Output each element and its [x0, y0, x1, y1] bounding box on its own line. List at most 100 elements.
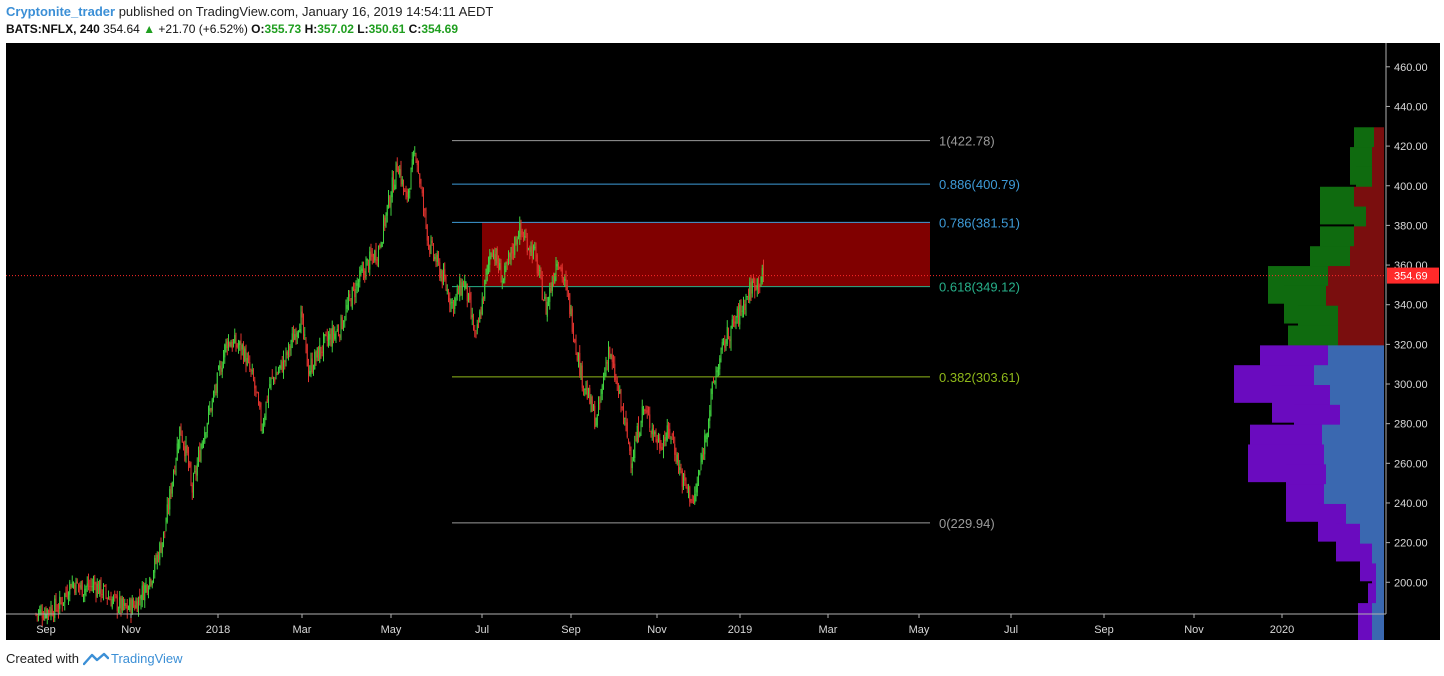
- candle-body: [68, 596, 69, 600]
- candle-body: [248, 357, 249, 361]
- candle-body: [244, 348, 246, 361]
- candle-body: [141, 585, 143, 600]
- candle-body: [343, 324, 344, 327]
- candle-body: [301, 311, 303, 318]
- candle-body: [109, 599, 111, 601]
- y-tick-label: 460.00: [1394, 62, 1428, 74]
- candle-body: [374, 250, 376, 261]
- candle-body: [48, 610, 49, 613]
- candle-body: [108, 597, 109, 599]
- candle-body: [60, 599, 62, 602]
- fib-level-label: 0(229.94): [939, 516, 995, 531]
- candle-body: [101, 593, 103, 596]
- candle-body: [519, 222, 521, 238]
- candle-body: [565, 276, 567, 285]
- triangle-up-icon: ▲: [143, 22, 156, 36]
- candle-body: [458, 288, 459, 295]
- candle-body: [481, 298, 483, 315]
- candle-body: [204, 431, 206, 443]
- chart-canvas[interactable]: 1(422.78) 0.886(400.79) 0.786(381.51) 0.618…: [6, 43, 1440, 641]
- candle-body: [78, 583, 79, 587]
- candle-body: [664, 437, 666, 442]
- candle-body: [688, 486, 689, 491]
- candle-body: [710, 391, 712, 409]
- candle-body: [656, 439, 658, 444]
- candle-body: [495, 250, 497, 264]
- candle-body: [309, 371, 311, 375]
- candle-body: [218, 367, 219, 370]
- candle-body: [439, 262, 441, 278]
- candle-body: [273, 377, 274, 379]
- candle-body: [131, 599, 133, 615]
- candle-body: [380, 245, 382, 247]
- x-tick-label: 2018: [206, 624, 230, 636]
- candle-body: [364, 271, 366, 278]
- candle-body: [568, 293, 569, 296]
- candle-body: [416, 160, 418, 166]
- candle-body: [65, 591, 67, 594]
- candle-body: [478, 322, 479, 324]
- candle-body: [489, 256, 491, 265]
- candle-body: [85, 586, 87, 590]
- fib-level-label: 0.886(400.79): [939, 177, 1020, 192]
- candle-body: [288, 343, 289, 355]
- candle-body: [629, 442, 631, 451]
- author-link[interactable]: Cryptonite_trader: [6, 4, 116, 19]
- candle-body: [324, 334, 326, 337]
- candle-body: [136, 601, 138, 612]
- candle-body: [118, 609, 119, 612]
- candle-body: [119, 597, 121, 609]
- candle-body: [760, 280, 762, 287]
- candle-body: [243, 345, 244, 362]
- candle-body: [691, 499, 693, 501]
- candle-body: [719, 358, 721, 370]
- candle-body: [310, 359, 312, 370]
- candle-body: [599, 402, 601, 404]
- candle-body: [639, 433, 641, 437]
- candle-body: [159, 543, 161, 560]
- candle-body: [240, 338, 242, 353]
- candle-body: [628, 438, 629, 444]
- candle-body: [559, 266, 561, 269]
- candle-body: [569, 293, 571, 315]
- candle-body: [696, 483, 698, 493]
- candle-body: [729, 339, 731, 342]
- candle-body: [354, 288, 356, 298]
- tradingview-link[interactable]: TradingView: [110, 651, 183, 666]
- candle-body: [194, 471, 196, 473]
- candle-body: [516, 239, 518, 245]
- chart-area[interactable]: 1(422.78) 0.886(400.79) 0.786(381.51) 0.618…: [6, 43, 1440, 641]
- candle-body: [219, 365, 221, 369]
- candle-body: [326, 335, 328, 341]
- candle-body: [134, 605, 136, 609]
- candle-body: [491, 253, 493, 257]
- last-price: 354.64: [103, 22, 140, 36]
- candle-body: [669, 428, 671, 437]
- candle-body: [550, 287, 552, 290]
- candle-body: [331, 327, 333, 347]
- candle-body: [758, 278, 759, 288]
- candle-body: [738, 306, 739, 323]
- price-axis[interactable]: [1386, 43, 1440, 640]
- candle-body: [56, 609, 58, 612]
- candle-body: [480, 313, 482, 317]
- candle-body: [643, 407, 644, 409]
- candle-body: [631, 463, 633, 469]
- candle-body: [355, 284, 357, 301]
- candle-body: [630, 453, 632, 466]
- candle-body: [600, 390, 602, 402]
- candle-body: [286, 352, 288, 356]
- candle-body: [203, 440, 204, 445]
- candle-body: [281, 361, 283, 372]
- close-value: 354.69: [421, 22, 459, 36]
- candle-body: [205, 432, 207, 434]
- candle-body: [485, 273, 487, 281]
- candle-body: [274, 378, 276, 382]
- y-tick-label: 200.00: [1394, 577, 1428, 589]
- volume-profile-down: [1376, 583, 1384, 621]
- candle-body: [685, 477, 687, 487]
- candle-body: [313, 368, 314, 372]
- candle-body: [256, 392, 258, 394]
- candle-body: [348, 295, 349, 306]
- candle-body: [349, 294, 351, 298]
